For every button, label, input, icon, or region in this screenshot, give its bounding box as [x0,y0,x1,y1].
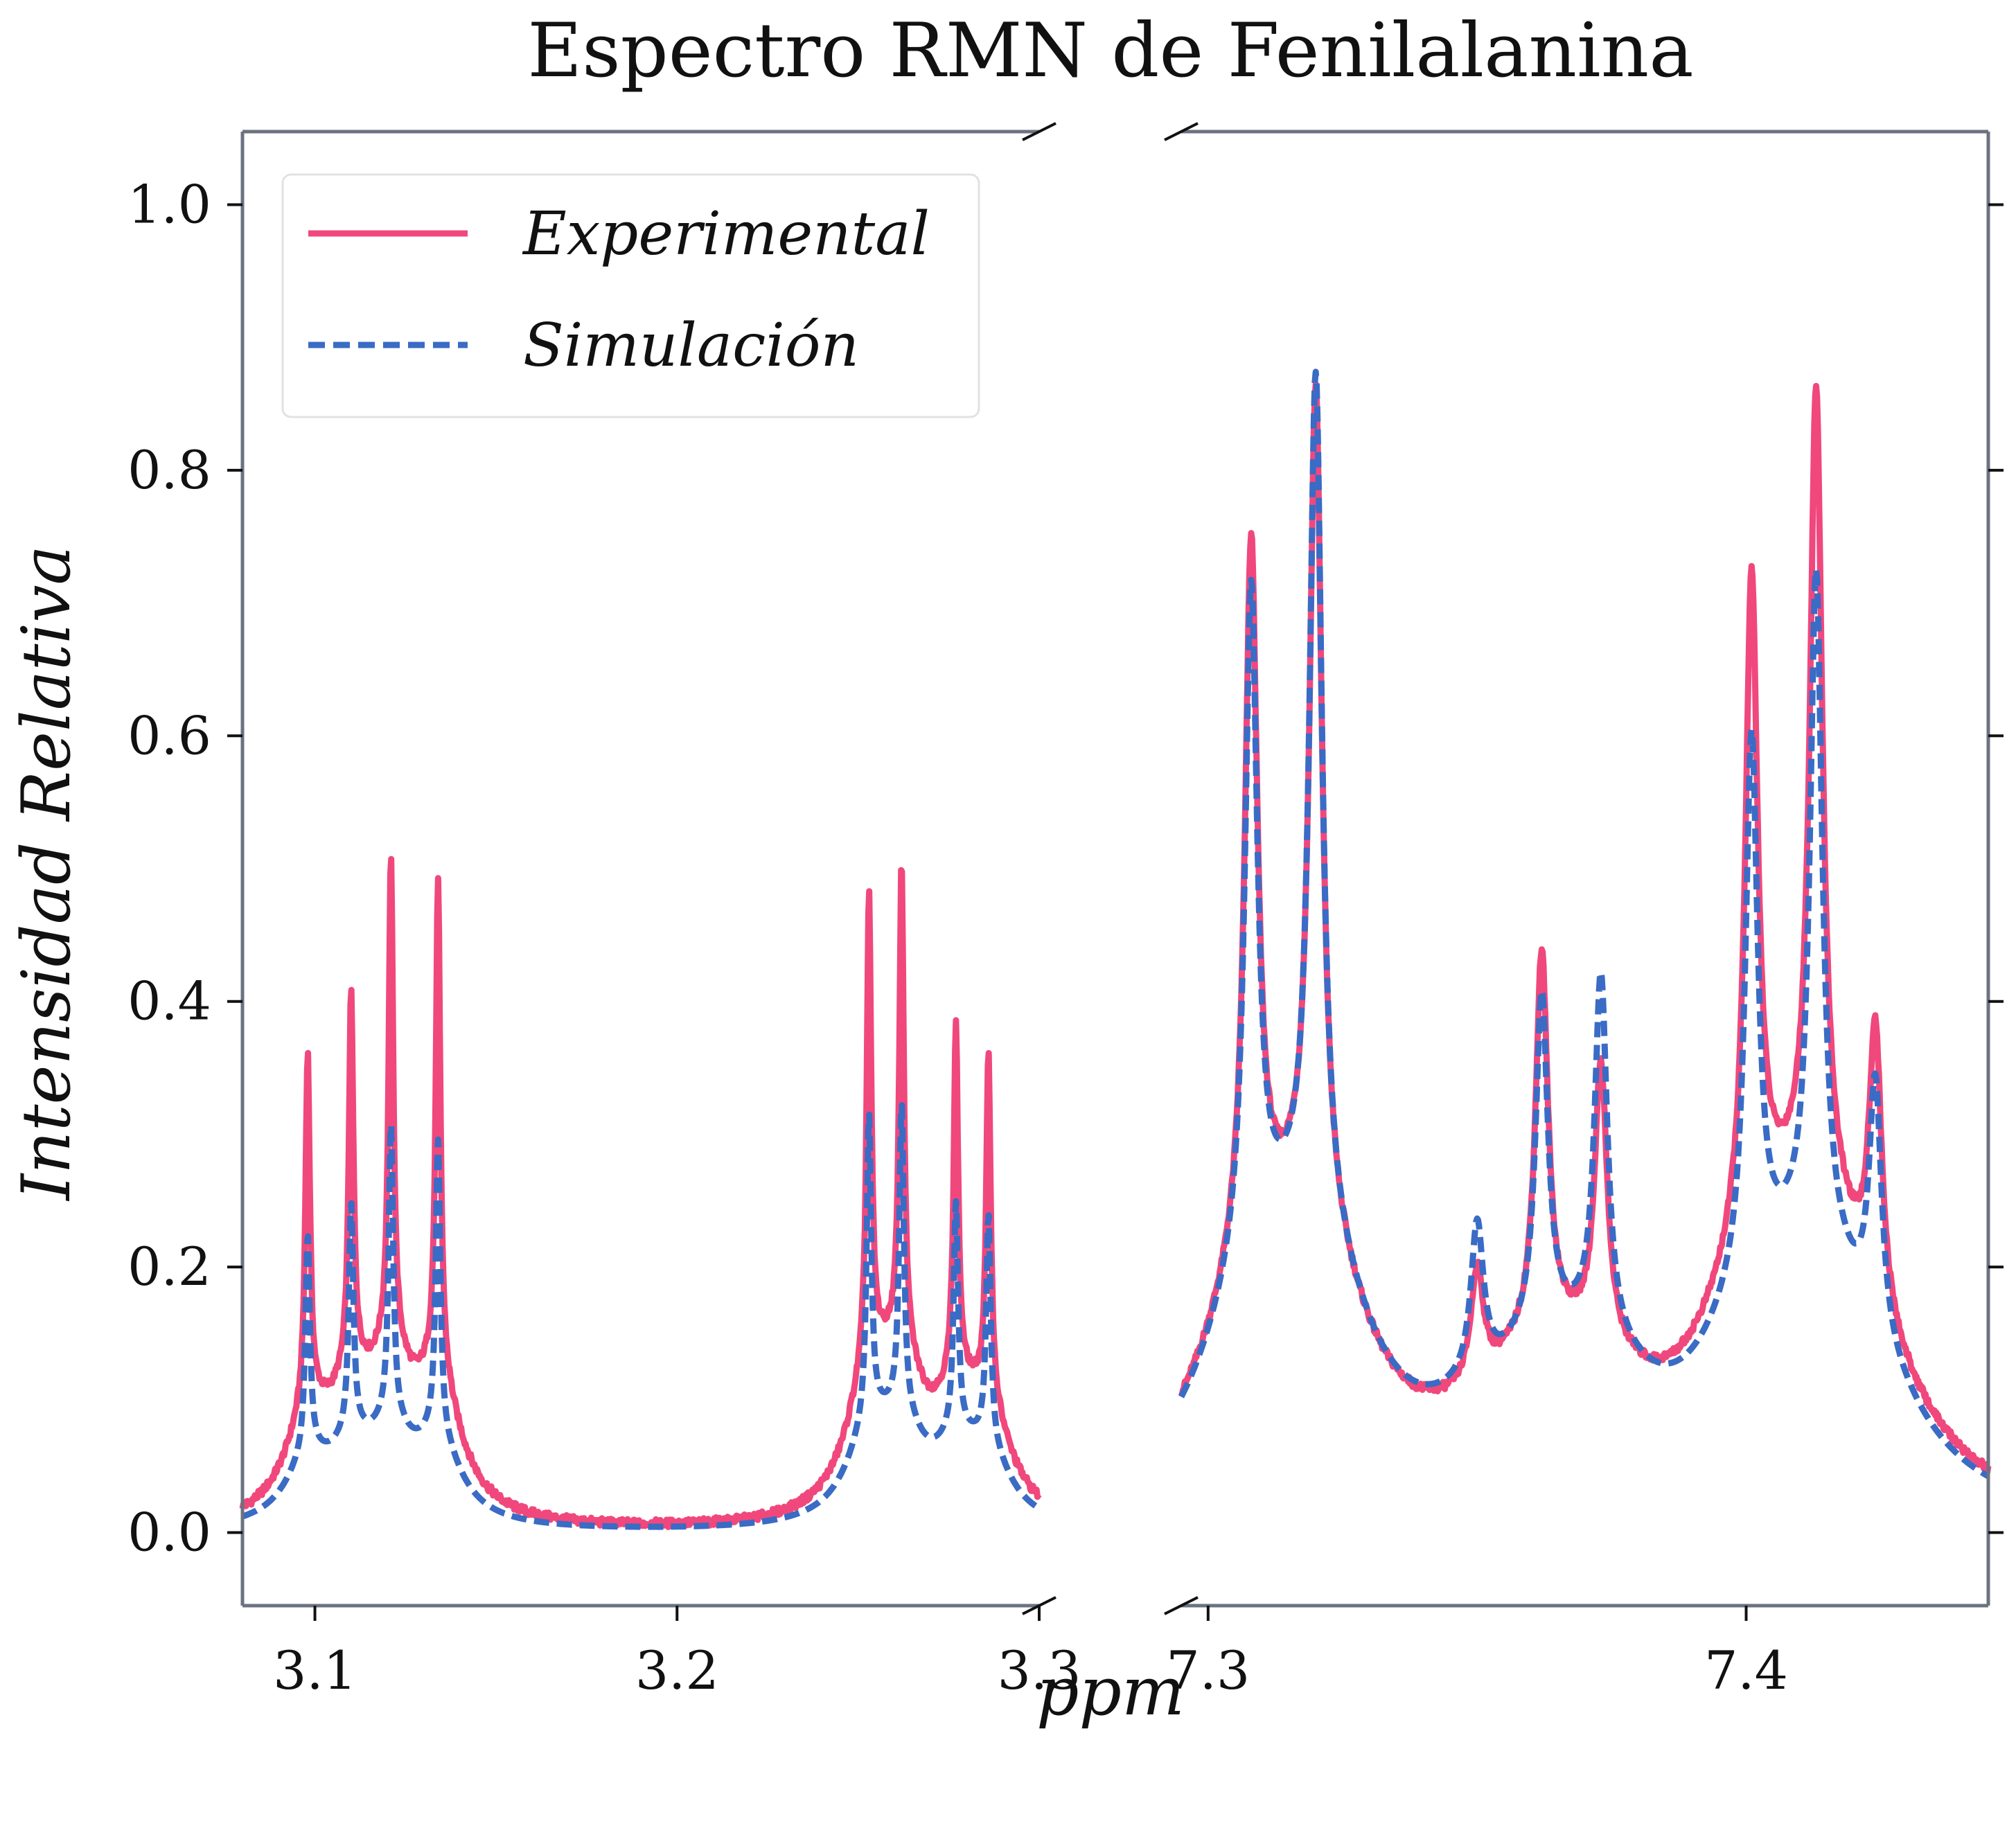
x-tick-label-right-1: 7.4 [1704,1640,1788,1701]
series-line-simulacion-right [1178,369,1991,1480]
y-tick-label-4: 0.8 [127,439,211,501]
axis-break-mark-right-0 [1164,122,1199,141]
x-tick-label-left-2: 3.3 [998,1640,1081,1701]
legend: Experimental Simulación [281,173,980,418]
x-tick-label-left-1: 3.2 [635,1640,719,1701]
x-tick-label-left-0: 3.1 [273,1640,357,1701]
left-panel [239,855,1042,1530]
axis-break-mark-left-1 [1022,1596,1056,1615]
y-tick-label-2: 0.4 [127,970,211,1032]
y-tick-label-1: 0.2 [127,1236,211,1297]
axis-break-mark-right-1 [1164,1596,1199,1615]
y-tick-label-0: 0.0 [127,1502,211,1563]
x-axis-label: ppm [1036,1653,1185,1730]
chart-title: Espectro RMN de Fenilalanina [527,8,1693,94]
legend-label-experimental: Experimental [522,199,930,269]
series-line-simulacion-left [240,1102,1042,1530]
right-panel [1178,369,1992,1480]
y-tick-label-3: 0.6 [127,704,211,766]
y-axis-label: Intensidad Relativa [8,545,85,1201]
y-tick-label-5: 1.0 [127,173,211,235]
legend-label-simulacion: Simulación [523,311,859,380]
axes-group: 3.1 3.2 3.3 7.3 7.4 0.0 0.2 0.4 0.6 0.8 1.0 [127,122,2004,1701]
x-tick-label-right-0: 7.3 [1166,1640,1250,1701]
axis-break-mark-left-0 [1022,122,1056,141]
